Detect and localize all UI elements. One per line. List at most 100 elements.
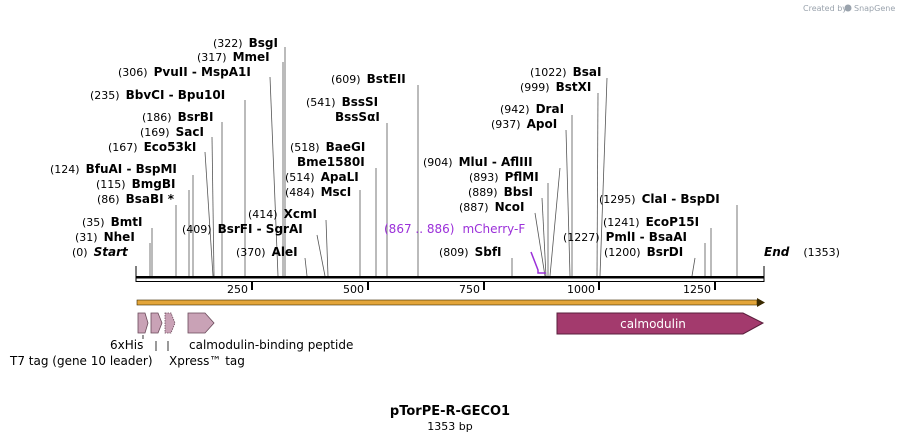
svg-text:Bme1580I: Bme1580I: [297, 155, 365, 169]
enzyme-site-pvuii[interactable]: (306) PvuII - MspA1I: [118, 65, 251, 79]
enzyme-site-bmgbi[interactable]: (115) BmgBI: [96, 177, 175, 191]
feature-calmodulin[interactable]: calmodulin: [556, 312, 765, 335]
svg-text:(518)BaeGI: (518) BaeGI: [290, 140, 365, 154]
label-t7-tag: T7 tag (gene 10 leader): [9, 354, 153, 368]
enzyme-site-xcmi[interactable]: (414) XcmI: [248, 207, 317, 221]
feature-calmodulin-binding-peptide[interactable]: [187, 312, 215, 334]
svg-text:(370)AleI: (370) AleI: [236, 245, 298, 259]
credit-brand: SnapGene: [854, 4, 895, 13]
credit-prefix: Created by: [803, 4, 847, 13]
svg-text:(322)BsgI: (322) BsgI: [213, 36, 278, 50]
feature-t7-tag[interactable]: [137, 312, 149, 334]
start-marker: (0) Start: [72, 245, 129, 259]
ruler-tick: 750: [459, 282, 485, 296]
enzyme-site-pflmi[interactable]: (893) PflMI: [469, 170, 539, 184]
snapgene-credit: Created by SnapGene: [803, 4, 895, 13]
svg-text:(809)SbfI: (809) SbfI: [439, 245, 502, 259]
svg-text:(484)MscI: (484) MscI: [285, 185, 351, 199]
svg-text:(306)PvuII - MspA1I: (306) PvuII - MspA1I: [118, 65, 251, 79]
dna-backbone: [135, 266, 765, 282]
svg-text:(1022)BsaI: (1022) BsaI: [530, 65, 601, 79]
svg-text:(167)Eco53kI: (167) Eco53kI: [108, 140, 196, 154]
svg-text:(86)BsaBI *: (86) BsaBI *: [97, 192, 175, 206]
enzyme-labels: (322) BsgI (317) MmeI (306) PvuII - MspA1I …: [50, 36, 720, 259]
leader-lines: [149, 47, 738, 277]
svg-text:1000: 1000: [567, 283, 595, 296]
svg-text:BssSαI: BssSαI: [335, 110, 380, 124]
svg-text:(1227)PmlI - BsaAI: (1227) PmlI - BsaAI: [563, 230, 687, 244]
enzyme-site-bsrdi[interactable]: (1200) BsrDI: [604, 245, 683, 259]
svg-text:(893)PflMI: (893) PflMI: [469, 170, 539, 184]
svg-text:(124)BfuAI - BspMI: (124) BfuAI - BspMI: [50, 162, 177, 176]
svg-text:(889)BbsI: (889) BbsI: [468, 185, 533, 199]
svg-text:250: 250: [227, 283, 248, 296]
enzyme-site-nhei[interactable]: (31) NheI: [75, 230, 135, 244]
svg-text:(999)BstXI: (999) BstXI: [520, 80, 591, 94]
svg-text:(867 .. 886)mCherry-F: (867 .. 886) mCherry-F: [384, 222, 525, 236]
ruler-tick: 1250: [683, 282, 716, 296]
enzyme-site-alei[interactable]: (370) AleI: [236, 245, 298, 259]
enzyme-site-bsteii[interactable]: (609) BstEII: [331, 72, 406, 86]
ruler-tick: 250: [227, 282, 253, 296]
map-title-block: pTorPE-R-GECO1 1353 bp: [390, 404, 510, 433]
svg-text:(609)BstEII: (609) BstEII: [331, 72, 406, 86]
svg-text:(942)DraI: (942) DraI: [500, 102, 564, 116]
enzyme-site-eco53ki[interactable]: (167) Eco53kI: [108, 140, 196, 154]
feature-xpress-tag[interactable]: [164, 312, 176, 334]
enzyme-site-mmei[interactable]: (317) MmeI: [197, 50, 270, 64]
orf-arrowhead-icon: [757, 298, 765, 307]
enzyme-site-bsssai[interactable]: BssSαI: [335, 110, 380, 124]
label-xpress-tag: Xpress™ tag: [169, 354, 245, 368]
enzyme-site-apoi[interactable]: (937) ApoI: [491, 117, 557, 131]
feature-6xhis[interactable]: [150, 312, 163, 334]
enzyme-site-bfuai[interactable]: (124) BfuAI - BspMI: [50, 162, 177, 176]
enzyme-site-saci[interactable]: (169) SacI: [140, 125, 204, 139]
enzyme-site-bbvci[interactable]: (235) BbvCI - Bpu10I: [90, 88, 225, 102]
svg-text:calmodulin: calmodulin: [620, 317, 686, 331]
enzyme-site-clai[interactable]: (1295) ClaI - BspDI: [599, 192, 720, 206]
svg-text:End(1353): End (1353): [764, 245, 840, 259]
enzyme-site-ncoi[interactable]: (887) NcoI: [459, 200, 524, 214]
ruler-tick: 1000: [567, 282, 600, 296]
enzyme-site-drai[interactable]: (942) DraI: [500, 102, 564, 116]
snapgene-logo-icon: [844, 4, 852, 12]
label-6xhis: 6xHis: [110, 338, 143, 352]
svg-text:(186)BsrBI: (186) BsrBI: [142, 110, 213, 124]
primer-mcherry-f[interactable]: (867 .. 886) mCherry-F: [384, 222, 546, 274]
end-marker: End (1353): [764, 245, 840, 259]
svg-text:(35)BmtI: (35) BmtI: [82, 215, 142, 229]
enzyme-site-bsrbi[interactable]: (186) BsrBI: [142, 110, 213, 124]
plasmid-length: 1353 bp: [427, 420, 472, 433]
enzyme-site-bbsi[interactable]: (889) BbsI: [468, 185, 533, 199]
svg-text:(409)BsrFI - SgrAI: (409) BsrFI - SgrAI: [182, 222, 303, 236]
enzyme-site-mlui[interactable]: (904) MluI - AflIII: [423, 155, 533, 169]
svg-text:1250: 1250: [683, 283, 711, 296]
svg-text:(235)BbvCI - Bpu10I: (235) BbvCI - Bpu10I: [90, 88, 225, 102]
enzyme-site-bsgi[interactable]: (322) BsgI: [213, 36, 278, 50]
svg-text:(1200)BsrDI: (1200) BsrDI: [604, 245, 683, 259]
svg-text:(1295)ClaI - BspDI: (1295) ClaI - BspDI: [599, 192, 720, 206]
enzyme-site-bsabi[interactable]: (86) BsaBI *: [97, 192, 175, 206]
svg-text:750: 750: [459, 283, 480, 296]
plasmid-name: pTorPE-R-GECO1: [390, 404, 510, 419]
enzyme-site-baegi[interactable]: (518) BaeGI: [290, 140, 365, 154]
enzyme-site-bsai[interactable]: (1022) BsaI: [530, 65, 601, 79]
enzyme-site-bstxi[interactable]: (999) BstXI: [520, 80, 591, 94]
feature-labels: 6xHis T7 tag (gene 10 leader) Xpress™ ta…: [9, 338, 353, 368]
svg-text:(1241)EcoP15I: (1241) EcoP15I: [603, 215, 699, 229]
enzyme-site-bme1580i[interactable]: Bme1580I: [297, 155, 365, 169]
orf-arrow[interactable]: [136, 298, 765, 307]
enzyme-site-bmti[interactable]: (35) BmtI: [82, 215, 142, 229]
enzyme-site-ecop15i[interactable]: (1241) EcoP15I: [603, 215, 699, 229]
enzyme-site-bsssi[interactable]: (541) BssSI: [306, 95, 378, 109]
enzyme-site-sbfi[interactable]: (809) SbfI: [439, 245, 502, 259]
ruler: 250 500 750 1000 1250: [227, 282, 716, 296]
feature-label-ticks: [142, 335, 169, 351]
svg-text:(414)XcmI: (414) XcmI: [248, 207, 317, 221]
enzyme-site-bsrfi[interactable]: (409) BsrFI - SgrAI: [182, 222, 303, 236]
enzyme-site-msci[interactable]: (484) MscI: [285, 185, 351, 199]
enzyme-site-pmli[interactable]: (1227) PmlI - BsaAI: [563, 230, 687, 244]
enzyme-site-apali[interactable]: (514) ApaLI: [285, 170, 359, 184]
